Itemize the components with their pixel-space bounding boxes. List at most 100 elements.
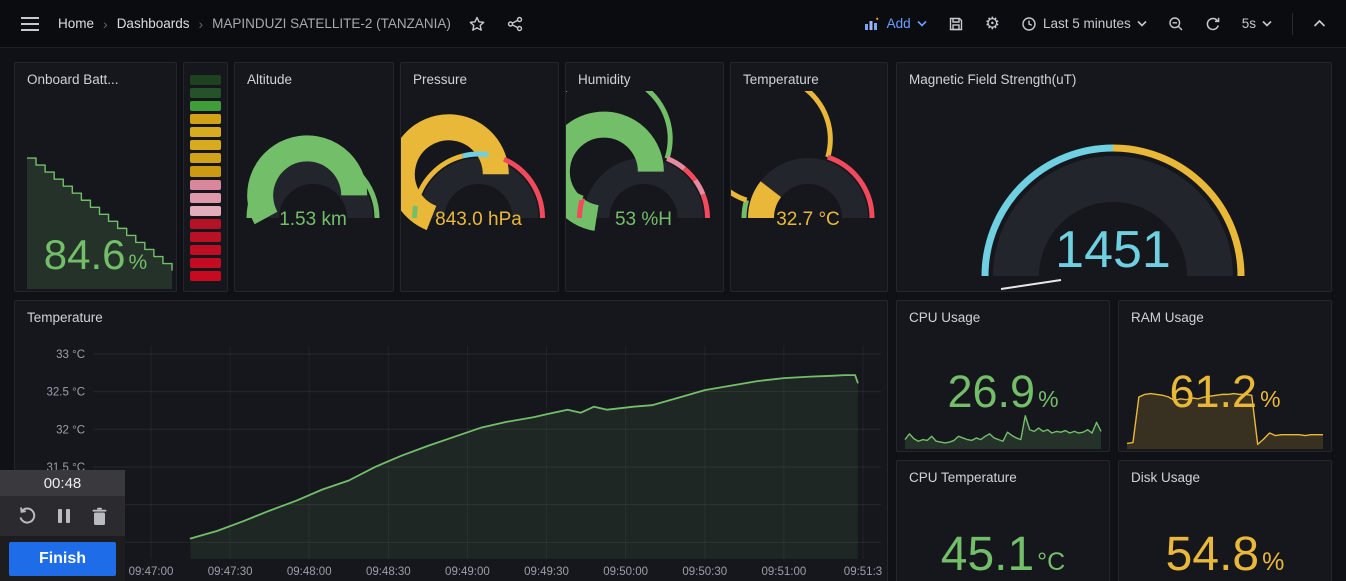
svg-text:33 °C: 33 °C [56, 349, 85, 361]
panel-title[interactable]: Altitude [247, 72, 293, 87]
cpu-temperature-stat: 45.1 °C [940, 528, 1066, 581]
refresh-interval-picker[interactable]: 5s [1238, 12, 1276, 35]
breadcrumb: Home › Dashboards › MAPINDUZI SATELLITE-… [58, 16, 451, 32]
led-segment [190, 166, 221, 177]
panel-title[interactable]: Temperature [27, 310, 103, 325]
recorder-pause-button[interactable] [54, 505, 74, 527]
panel-title[interactable]: Temperature [743, 72, 819, 87]
svg-text:09:51:3: 09:51:3 [844, 566, 882, 578]
panel-title[interactable]: Humidity [578, 72, 631, 87]
screen-recorder-overlay: 00:48 Finish [0, 470, 125, 581]
led-segment [190, 244, 221, 255]
panel-title[interactable]: CPU Temperature [909, 470, 1017, 485]
led-segment [190, 153, 221, 164]
svg-text:1.53 km: 1.53 km [279, 209, 347, 230]
panel-cpu-temperature: CPU Temperature 45.1 °C [896, 460, 1110, 581]
time-range-picker[interactable]: Last 5 minutes [1017, 12, 1151, 36]
temperature-gauge: 32.7 °C [699, 72, 887, 268]
panel-title[interactable]: Onboard Batt... [27, 72, 119, 87]
chevron-up-icon [1313, 19, 1326, 27]
humidity-gauge: 53 %H [539, 72, 723, 268]
recorder-delete-button[interactable] [89, 505, 110, 528]
svg-text:09:51:00: 09:51:00 [761, 566, 806, 578]
chevron-down-icon [917, 20, 927, 27]
panel-title[interactable]: Pressure [413, 72, 468, 87]
breadcrumb-dashboards[interactable]: Dashboards [116, 16, 190, 31]
pressure-gauge: 843.0 hPa [388, 91, 558, 268]
svg-text:09:48:30: 09:48:30 [366, 566, 411, 578]
led-segment [190, 140, 221, 151]
battery-led-gauge [190, 75, 221, 281]
recorder-restart-button[interactable] [15, 504, 39, 528]
add-panel-button[interactable]: Add [860, 12, 931, 35]
panel-title[interactable]: RAM Usage [1131, 310, 1204, 325]
add-label: Add [886, 16, 911, 31]
panel-title[interactable]: CPU Usage [909, 310, 981, 325]
svg-text:843.0 hPa: 843.0 hPa [435, 209, 522, 230]
nav-divider [1292, 12, 1293, 35]
panel-altitude: Altitude 1.53 km [234, 62, 394, 292]
gear-icon: ⚙ [984, 14, 1000, 33]
refresh-icon [1206, 17, 1220, 30]
svg-text:53 %H: 53 %H [615, 209, 672, 230]
cpu-usage-stat: 26.9% [947, 366, 1059, 417]
altitude-gauge: 1.53 km [235, 91, 393, 268]
share-button[interactable] [503, 12, 527, 36]
svg-text:09:47:30: 09:47:30 [208, 566, 253, 578]
magnetic-field-gauge: 1451 [897, 91, 1331, 298]
recorder-timer: 00:48 [0, 470, 125, 496]
led-segment [190, 101, 221, 112]
battery-stat: 84.6% [43, 231, 148, 278]
refresh-button[interactable] [1201, 12, 1225, 36]
panel-humidity: Humidity 53 %H [539, 62, 724, 292]
disk-usage-stat: 54.8% [1165, 528, 1285, 581]
save-dashboard-button[interactable] [944, 12, 968, 36]
panel-cpu-usage: CPU Usage 26.9% [896, 300, 1110, 452]
svg-text:09:50:00: 09:50:00 [603, 566, 648, 578]
finish-recording-button[interactable]: Finish [9, 541, 116, 576]
chevron-down-icon [1137, 20, 1147, 27]
favorite-star-button[interactable] [465, 12, 489, 36]
panel-pressure: Pressure 843.0 hPa [388, 62, 559, 292]
panel-ram-usage: RAM Usage 61.2% [1118, 300, 1332, 452]
breadcrumb-separator-icon: › [103, 15, 108, 32]
share-icon [507, 16, 523, 31]
svg-text:09:48:00: 09:48:00 [287, 566, 332, 578]
panel-magnetic-field: Magnetic Field Strength(uT) 1451 [896, 62, 1332, 292]
star-icon [469, 16, 485, 31]
svg-text:32.7 °C: 32.7 °C [776, 209, 840, 230]
svg-text:09:49:00: 09:49:00 [445, 566, 490, 578]
refresh-interval-label: 5s [1241, 16, 1256, 31]
svg-text:1451: 1451 [1055, 221, 1171, 279]
restart-icon [19, 507, 36, 524]
led-segment [190, 218, 221, 229]
panel-title[interactable]: Disk Usage [1131, 470, 1201, 485]
breadcrumb-separator-icon: › [198, 15, 204, 32]
cpu-usage-sparkline [904, 415, 1102, 449]
panel-onboard-battery: Onboard Batt... 84.6% [14, 62, 177, 292]
led-segment [190, 114, 221, 125]
save-icon [949, 17, 962, 30]
collapse-topbar-button[interactable] [1309, 15, 1330, 32]
battery-sparkline [27, 157, 173, 289]
zoom-out-button[interactable] [1164, 12, 1188, 36]
ram-usage-sparkline [1126, 392, 1323, 449]
led-segment [190, 231, 221, 242]
clock-icon [1022, 16, 1036, 31]
menu-toggle-button[interactable] [16, 12, 44, 36]
panel-title[interactable]: Magnetic Field Strength(uT) [909, 72, 1077, 87]
led-segment [190, 270, 221, 281]
time-range-label: Last 5 minutes [1042, 16, 1131, 31]
led-segment [190, 88, 221, 99]
svg-text:09:49:30: 09:49:30 [524, 566, 569, 578]
svg-text:09:47:00: 09:47:00 [129, 566, 174, 578]
dashboard-settings-button[interactable]: ⚙ [981, 11, 1004, 36]
svg-text:32 °C: 32 °C [56, 424, 85, 436]
svg-text:32.5 °C: 32.5 °C [47, 387, 85, 399]
breadcrumb-home[interactable]: Home [58, 16, 95, 31]
panel-battery-led-gauge [183, 62, 228, 292]
led-segment [190, 127, 221, 138]
led-segment [190, 192, 221, 203]
temperature-timeseries-chart[interactable]: 33 °C32.5 °C32 °C31.5 °C31 °C30.5 °C09:4… [15, 301, 887, 581]
